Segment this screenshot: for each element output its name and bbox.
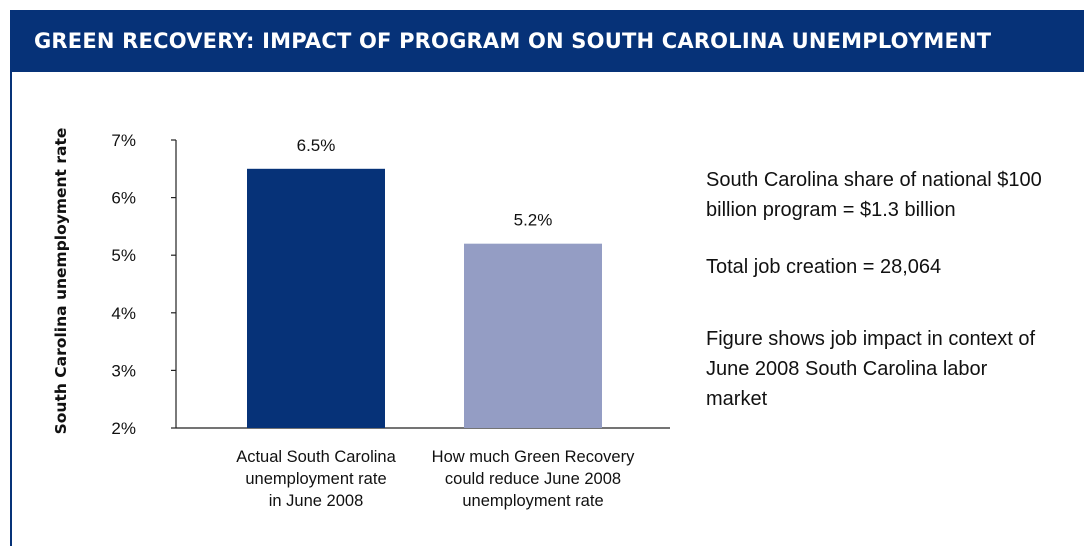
- program-share-note: South Carolina share of national $100 bi…: [706, 169, 1042, 221]
- y-tick-label: 7%: [111, 131, 136, 150]
- data-labels: 6.5% 5.2%: [297, 136, 553, 230]
- bar-2: [464, 243, 602, 428]
- y-tick-label: 5%: [111, 246, 136, 265]
- y-tick-label: 3%: [111, 361, 136, 380]
- category-label-line: unemployment rate: [462, 492, 603, 510]
- page-title: GREEN RECOVERY: IMPACT OF PROGRAM ON SOU…: [34, 29, 992, 53]
- category-label-line: unemployment rate: [245, 470, 386, 488]
- header-banner: GREEN RECOVERY: IMPACT OF PROGRAM ON SOU…: [10, 10, 1084, 72]
- category-labels: Actual South Carolina unemployment rate in…: [236, 448, 635, 510]
- y-axis: 2% 3% 4% 5% 6% 7%: [111, 131, 670, 438]
- data-label: 5.2%: [514, 211, 553, 230]
- y-tick-label: 6%: [111, 189, 136, 208]
- y-axis-label: South Carolina unemployment rate: [52, 128, 70, 435]
- y-tick-label: 2%: [111, 419, 136, 438]
- left-border: [10, 72, 12, 546]
- data-label: 6.5%: [297, 136, 336, 155]
- category-label-line: How much Green Recovery: [432, 448, 635, 466]
- category-label-line: in June 2008: [269, 492, 364, 510]
- category-label-line: Actual South Carolina: [236, 448, 396, 466]
- bar-1: [247, 168, 385, 429]
- context-note: Figure shows job impact in context of Ju…: [706, 328, 1036, 410]
- y-tick-label: 4%: [111, 304, 136, 323]
- bars: [247, 168, 602, 429]
- category-label-line: could reduce June 2008: [445, 470, 621, 488]
- job-creation-note: Total job creation = 28,064: [706, 256, 942, 278]
